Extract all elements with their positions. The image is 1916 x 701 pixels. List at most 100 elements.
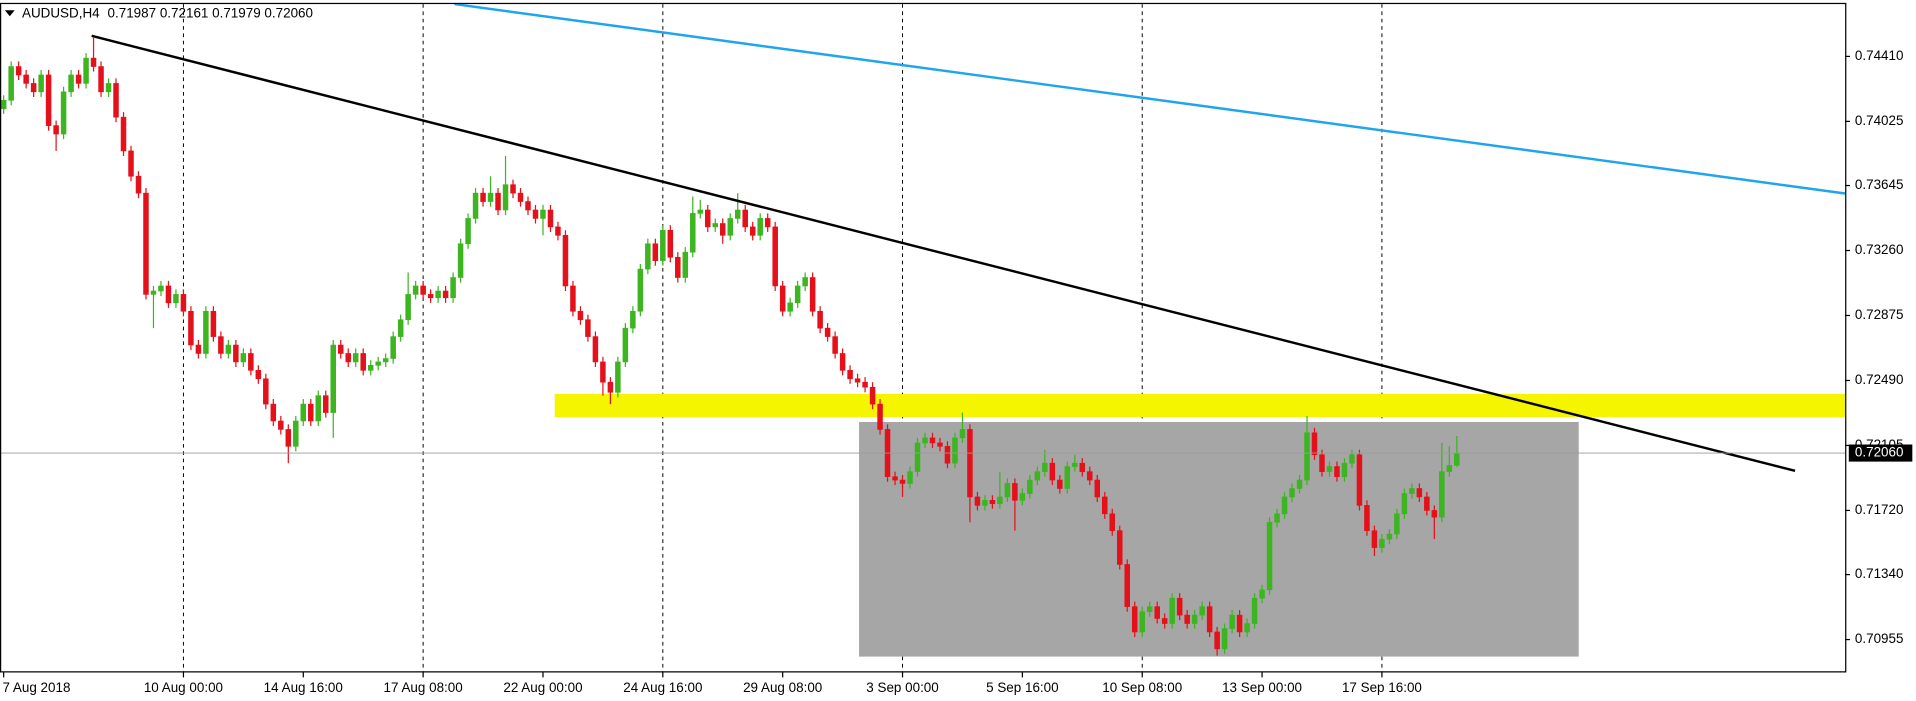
candle-body (794, 285, 801, 304)
candle-body (1004, 483, 1011, 498)
candle-body (1184, 614, 1190, 624)
candle-body (1034, 471, 1041, 481)
candle-body (435, 290, 441, 299)
candle-body (1394, 513, 1400, 535)
x-tick-label: 17 Aug 08:00 (384, 680, 463, 695)
candle-body (854, 378, 861, 383)
candle-body (1229, 614, 1235, 629)
candle-body (1266, 521, 1273, 591)
candle-body (0, 99, 7, 110)
candle-body (203, 310, 209, 354)
candle-body (532, 209, 539, 219)
candle-body (502, 184, 509, 211)
candle-body (1169, 597, 1175, 624)
menu-arrow[interactable] (4, 10, 15, 17)
candle-body (278, 420, 284, 430)
candle-body (1027, 479, 1033, 494)
candle-body (1349, 454, 1355, 464)
candle-body (779, 285, 786, 312)
x-tick-label: 29 Aug 08:00 (743, 680, 822, 695)
candle-body (1042, 462, 1048, 472)
candle-body (412, 285, 419, 295)
candle-body (390, 336, 396, 359)
candle-body (465, 218, 471, 245)
candle-body (1139, 611, 1145, 633)
candle-body (1409, 488, 1415, 494)
candle-body (570, 285, 576, 312)
candle-body (630, 310, 636, 329)
candle-body (270, 403, 277, 422)
candle-body (75, 74, 82, 84)
y-tick-label: 0.71720 (1855, 502, 1904, 517)
candle-body (607, 381, 614, 393)
candle-body (1154, 606, 1160, 619)
candle-body (1379, 538, 1385, 548)
candle-body (682, 251, 689, 278)
candle-body (285, 429, 292, 447)
candle-body (225, 344, 232, 354)
support-zone (554, 393, 1846, 418)
candle-body (1326, 466, 1333, 472)
candle-body (1424, 496, 1430, 511)
candle-body (360, 353, 366, 371)
y-tick-label: 0.73645 (1855, 177, 1904, 192)
candle-body (1251, 597, 1258, 624)
candle-body (1259, 589, 1265, 599)
candle-body (330, 344, 336, 413)
candle-body (907, 471, 913, 484)
candle-body (577, 310, 584, 321)
candle-body (352, 353, 359, 363)
candle-body (914, 442, 921, 472)
candle-body (1176, 597, 1183, 616)
candle-body (1454, 452, 1460, 466)
candle-body (974, 496, 981, 506)
candle-body (899, 479, 906, 484)
x-tick-label: 5 Sep 16:00 (986, 680, 1058, 695)
x-tick-label: 24 Aug 16:00 (623, 680, 702, 695)
candle-body (1199, 606, 1205, 616)
x-tick-label: 14 Aug 16:00 (264, 680, 343, 695)
candle-body (869, 386, 876, 405)
y-tick-label: 0.72490 (1855, 372, 1904, 387)
candle-body (1012, 483, 1018, 501)
candle-body (809, 277, 816, 312)
candle-body (218, 336, 224, 354)
candle-body (1087, 471, 1093, 481)
candle-body (892, 476, 898, 481)
y-tick-label: 0.71340 (1855, 566, 1904, 581)
candle-body (525, 201, 531, 211)
candle-body (180, 294, 187, 312)
candle-body (90, 57, 97, 67)
candle-body (188, 310, 194, 346)
candle-body (787, 302, 793, 312)
current-price-label: 0.72060 (1855, 445, 1904, 460)
candle-body (697, 209, 704, 214)
candle-body (165, 285, 172, 304)
candle-body (420, 285, 426, 295)
candle-body (1057, 479, 1063, 489)
candle-body (255, 370, 262, 380)
candle-body (615, 361, 621, 393)
candle-body (53, 125, 59, 135)
candle-body (300, 403, 307, 422)
candle-body (555, 226, 561, 236)
candle-body (1319, 454, 1325, 472)
candle-body (839, 353, 846, 371)
candle-body (105, 83, 112, 93)
candle-body (660, 229, 666, 261)
candle-body (38, 74, 44, 93)
candle-body (1446, 465, 1453, 472)
candle-body (135, 175, 142, 194)
candle-body (1072, 462, 1078, 467)
candle-body (210, 310, 217, 337)
candle-body (397, 319, 404, 337)
candle-body (1191, 614, 1198, 624)
candle-body (1146, 606, 1153, 613)
candle-body (1274, 513, 1280, 523)
candle-body (929, 437, 936, 444)
candle-body (982, 500, 988, 506)
candle-body (757, 218, 763, 236)
candle-body (675, 256, 681, 278)
y-tick-label: 0.73260 (1855, 242, 1904, 257)
candle-body (989, 500, 996, 504)
